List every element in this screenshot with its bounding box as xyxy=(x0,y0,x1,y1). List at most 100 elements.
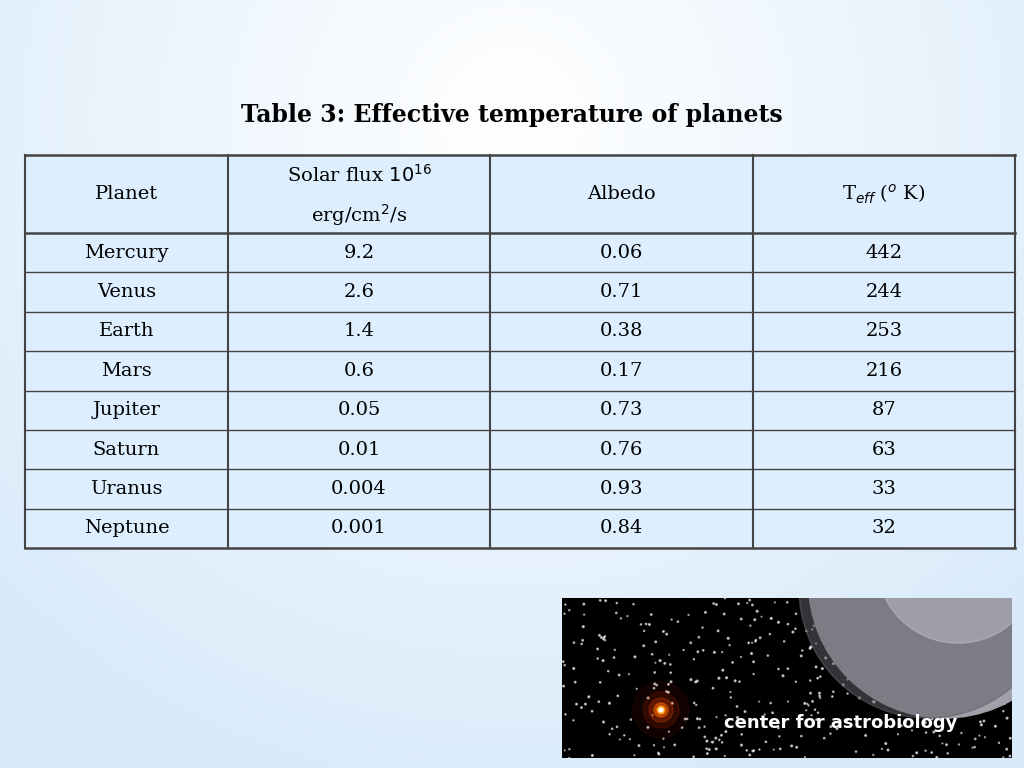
Point xyxy=(705,737,721,749)
Point xyxy=(758,736,774,748)
Point xyxy=(890,728,906,740)
Point xyxy=(719,672,735,684)
Point xyxy=(995,705,1012,717)
Point xyxy=(708,732,724,744)
Point xyxy=(677,713,693,725)
Point xyxy=(573,637,590,650)
Point xyxy=(647,657,664,669)
Point xyxy=(601,728,617,740)
Point xyxy=(812,692,828,704)
Point xyxy=(974,691,990,703)
Circle shape xyxy=(633,682,689,738)
Point xyxy=(644,648,660,660)
Point xyxy=(882,645,898,657)
Point xyxy=(855,611,871,624)
Point xyxy=(995,751,1012,763)
Point xyxy=(953,677,970,690)
Point xyxy=(706,736,722,748)
Point xyxy=(691,722,708,734)
Point xyxy=(644,709,660,721)
Point xyxy=(787,607,804,620)
Point xyxy=(561,752,578,764)
Point xyxy=(971,730,987,742)
Point xyxy=(643,608,659,621)
Point xyxy=(867,654,884,666)
Point xyxy=(646,739,663,751)
Point xyxy=(711,733,727,746)
Point xyxy=(913,650,930,663)
Point xyxy=(561,604,578,617)
Point xyxy=(918,727,934,739)
Point xyxy=(933,697,949,709)
Point xyxy=(664,614,680,626)
Point xyxy=(946,663,963,675)
Point xyxy=(788,741,805,753)
Text: Venus: Venus xyxy=(97,283,156,301)
Circle shape xyxy=(809,446,1024,718)
Point xyxy=(749,605,765,617)
Point xyxy=(651,748,668,760)
Point xyxy=(767,596,783,608)
Text: Solar flux $10^{16}$: Solar flux $10^{16}$ xyxy=(287,164,432,186)
Point xyxy=(584,750,600,762)
Point xyxy=(612,612,629,624)
Point xyxy=(970,600,986,612)
Circle shape xyxy=(643,692,679,728)
Point xyxy=(608,597,625,609)
Point xyxy=(591,696,607,708)
Point xyxy=(731,676,748,688)
Point xyxy=(686,697,702,709)
Point xyxy=(946,670,963,682)
Point xyxy=(816,732,833,744)
Point xyxy=(933,639,949,651)
Bar xyxy=(562,598,1012,758)
Point xyxy=(971,615,987,627)
Point xyxy=(794,644,810,657)
Point xyxy=(863,645,880,657)
Circle shape xyxy=(649,698,673,722)
Point xyxy=(883,598,899,610)
Text: 0.93: 0.93 xyxy=(600,480,643,498)
Point xyxy=(609,690,626,702)
Point xyxy=(804,623,820,635)
Point xyxy=(714,737,730,749)
Point xyxy=(622,733,638,746)
Point xyxy=(934,641,950,654)
Point xyxy=(983,674,999,687)
Point xyxy=(976,715,992,727)
Point xyxy=(656,657,673,670)
Point xyxy=(738,744,755,756)
Point xyxy=(760,650,776,662)
Point xyxy=(818,599,835,611)
Point xyxy=(779,663,796,675)
Point xyxy=(963,691,979,703)
Point xyxy=(717,750,733,762)
Point xyxy=(631,740,647,752)
Point xyxy=(894,625,910,637)
Point xyxy=(816,631,833,643)
Point xyxy=(775,670,792,682)
Circle shape xyxy=(658,707,664,713)
Point xyxy=(575,608,592,621)
Text: Albedo: Albedo xyxy=(587,185,655,203)
Point xyxy=(689,675,706,687)
Point xyxy=(944,595,961,607)
Point xyxy=(593,631,609,644)
Point xyxy=(798,704,814,717)
Point xyxy=(897,716,913,728)
Point xyxy=(793,650,809,662)
Point xyxy=(961,703,977,715)
Text: 63: 63 xyxy=(871,441,896,458)
Point xyxy=(733,728,750,740)
Point xyxy=(940,637,956,650)
Point xyxy=(745,656,762,668)
Point xyxy=(695,644,712,657)
Text: 0.004: 0.004 xyxy=(331,480,387,498)
Point xyxy=(561,743,578,756)
Point xyxy=(809,672,825,684)
Point xyxy=(656,741,673,753)
Text: erg/cm$^2$/s: erg/cm$^2$/s xyxy=(311,202,408,228)
Point xyxy=(867,665,884,677)
Point xyxy=(855,667,871,679)
Point xyxy=(591,629,607,641)
